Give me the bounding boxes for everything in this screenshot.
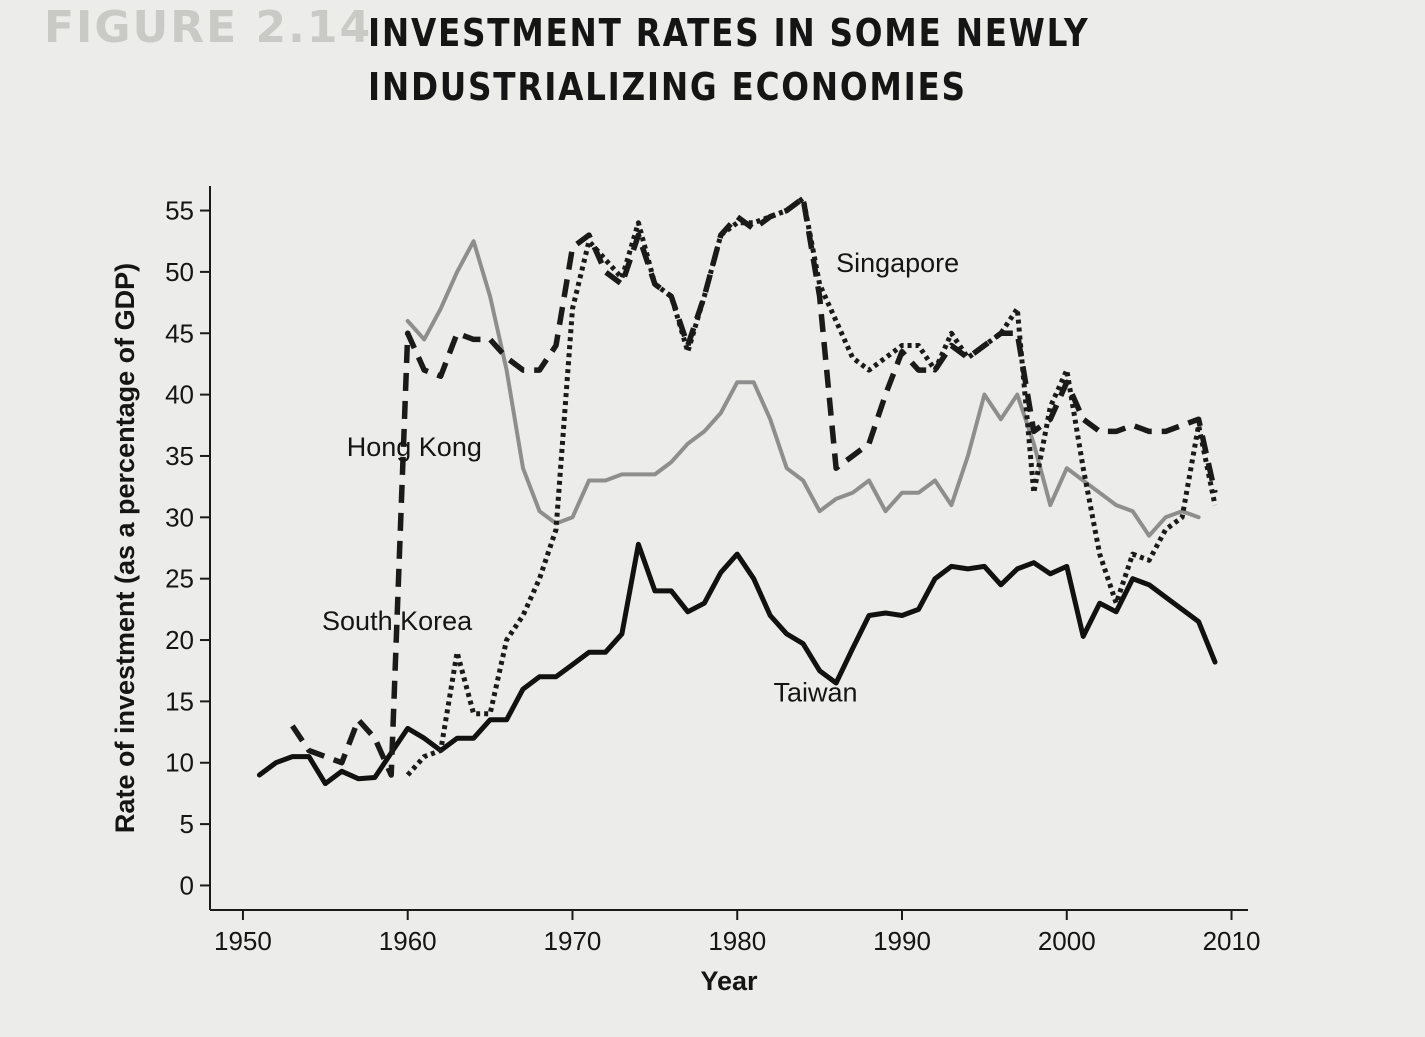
x-tick-label: 1970 [544,926,602,956]
y-tick-label: 50 [165,257,194,287]
y-tick-label: 35 [165,441,194,471]
series-label-singapore: Singapore [836,248,959,278]
figure-title: INVESTMENT RATES IN SOME NEWLY INDUSTRIA… [368,11,1090,109]
series-label-taiwan: Taiwan [773,677,857,707]
series-line-singapore [405,195,1218,777]
x-tick-label: 1980 [708,926,766,956]
x-tick-label: 1990 [873,926,931,956]
series-line-south-korea [290,195,1218,778]
y-tick-label: 15 [165,686,194,716]
x-tick-label: 1950 [214,926,272,956]
series-label-south-korea: South Korea [322,606,473,636]
series-line-hong-kong [405,239,1201,538]
y-tick-label: 55 [165,196,194,226]
y-tick-label: 5 [180,809,194,839]
series-line-taiwan [256,541,1218,787]
y-tick-label: 10 [165,748,194,778]
y-tick-label: 45 [165,318,194,348]
x-axis-title: Year [700,966,758,996]
y-axis-title: Rate of investment (as a percentage of G… [110,263,140,833]
series-layer [256,195,1218,787]
y-tick-label: 20 [165,625,194,655]
y-tick-label: 30 [165,502,194,532]
x-tick-label: 2000 [1038,926,1096,956]
y-tick-label: 25 [165,564,194,594]
x-tick-label: 1960 [379,926,437,956]
label-layer: Singapore Hong Kong South Korea Taiwan [322,248,959,707]
series-label-hong-kong: Hong Kong [347,432,482,462]
y-tick-label: 40 [165,380,194,410]
axes: 0 5 10 15 20 25 30 35 40 45 50 55 1950 1960 1970 1980 19… [165,186,1260,956]
figure-label: FIGURE 2.14 [44,2,373,53]
y-tick-label: 0 [180,870,194,900]
x-tick-label: 2010 [1203,926,1261,956]
